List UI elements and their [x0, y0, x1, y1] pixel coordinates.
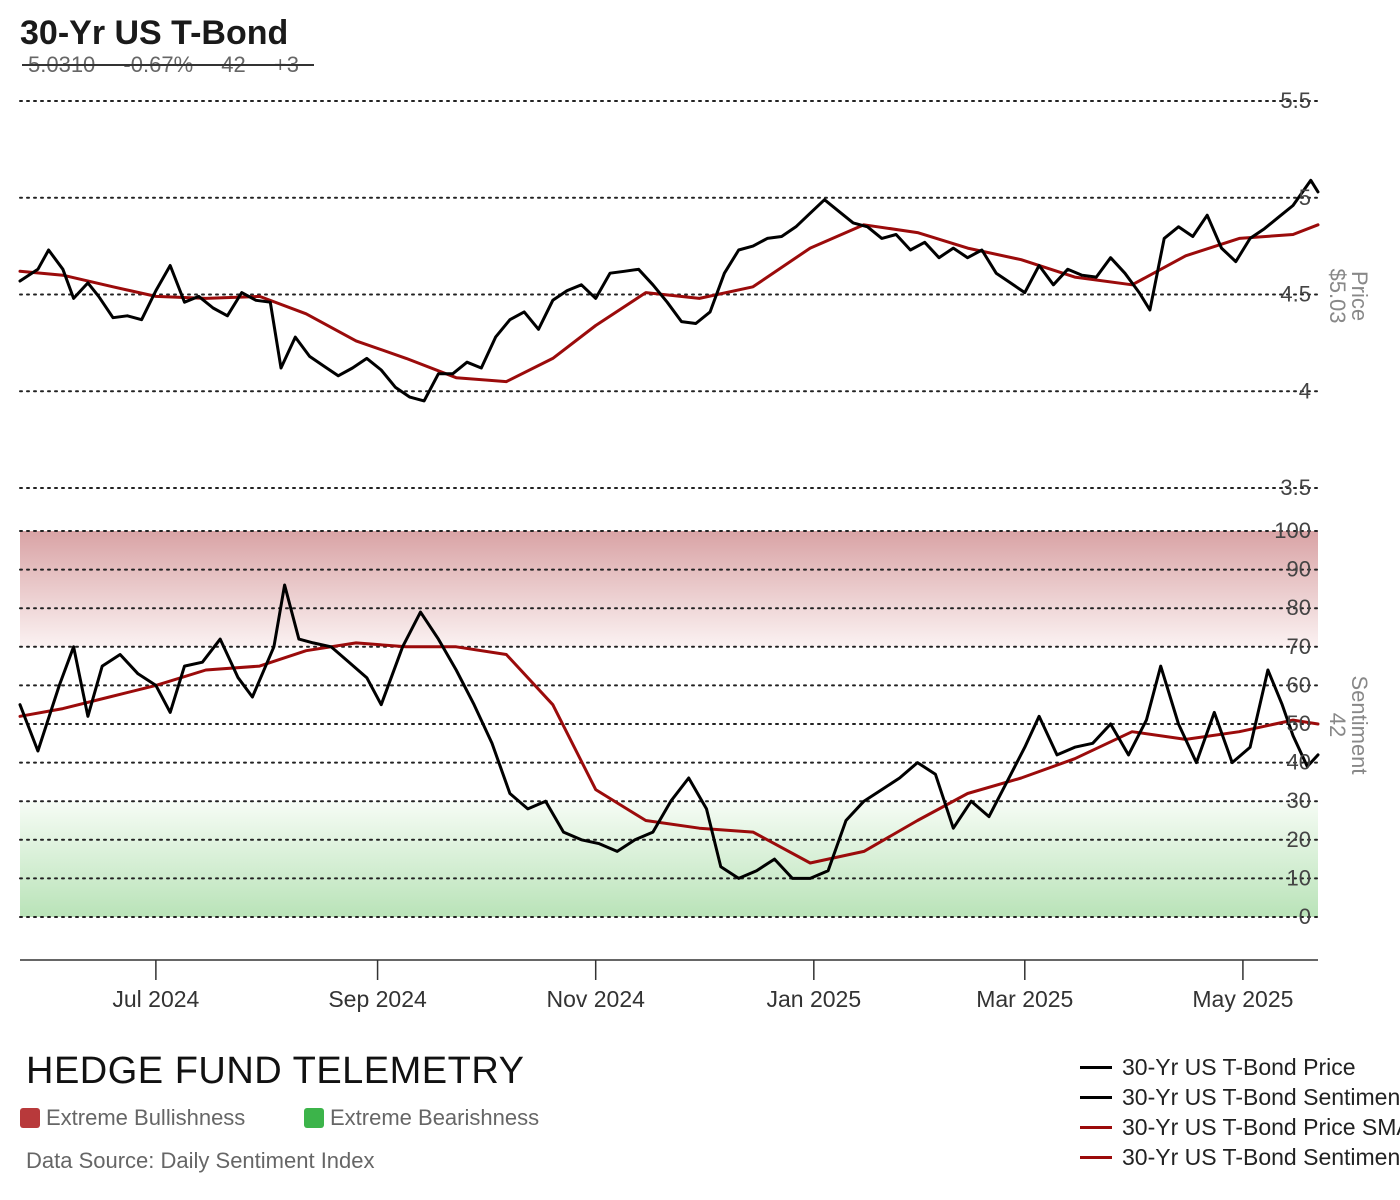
sentiment-line [18, 583, 1320, 880]
zone-legend-bullish: Extreme Bullishness [20, 1105, 245, 1131]
price-4.5-tick-label: 4.5 [1280, 282, 1311, 307]
bullish-swatch [20, 1108, 40, 1128]
extreme-bearish-zone [20, 801, 1318, 917]
legend-item-price[interactable]: 30-Yr US T-Bond Price [1080, 1052, 1400, 1082]
sentiment-100-tick-label: 100 [1274, 518, 1311, 543]
brand-name: HEDGE FUND TELEMETRY [26, 1050, 525, 1092]
sentiment-70-tick-label: 70 [1287, 634, 1311, 659]
price-4-tick-label: 4 [1299, 378, 1311, 403]
price-axis-label: Price$5.03 [1325, 268, 1372, 323]
sentiment-60-tick-label: 60 [1287, 672, 1311, 697]
legend-line-sentiment-sma [1080, 1155, 1112, 1159]
series-legend: 30-Yr US T-Bond Price 30-Yr US T-Bond Se… [1080, 1052, 1400, 1172]
sentiment-90-tick-label: 90 [1287, 557, 1311, 582]
chart-canvas: Jul 2024 Sep 2024 Nov 2024 Jan 2025 Mar 2025… [18, 88, 1372, 1012]
sentiment-axis-label-title: Sentiment [1347, 675, 1372, 774]
x-tick-label-1: Sep 2024 [328, 986, 427, 1012]
legend-label-sentiment-sma: 30-Yr US T-Bond Sentiment SMA [1122, 1143, 1400, 1170]
x-tick-label-2: Nov 2024 [546, 986, 645, 1012]
legend-line-sentiment [1080, 1095, 1112, 1099]
bearish-swatch [304, 1108, 324, 1128]
price-axis-label-value: $5.03 [1325, 268, 1350, 323]
sentiment-20-tick-label: 20 [1287, 827, 1311, 852]
price-axis-label-title: Price [1347, 271, 1372, 321]
zone-legend-bearish: Extreme Bearishness [304, 1105, 539, 1131]
price-3.5-tick-label: 3.5 [1280, 475, 1311, 500]
sentiment-50-tick-label: 50 [1287, 711, 1311, 736]
stats-strike-line [22, 64, 314, 66]
price-5-tick-label: 5 [1299, 185, 1311, 210]
x-tick-label-5: May 2025 [1192, 986, 1293, 1012]
legend-line-price [1080, 1065, 1112, 1069]
price-5.5-tick-label: 5.5 [1280, 88, 1311, 113]
sentiment-10-tick-label: 10 [1287, 865, 1311, 890]
bearish-label: Extreme Bearishness [330, 1105, 540, 1130]
sentiment-axis-label-value: 42 [1325, 713, 1350, 737]
sentiment-40-tick-label: 40 [1287, 750, 1311, 775]
legend-line-price-sma [1080, 1125, 1112, 1129]
price-sma-line [18, 223, 1320, 384]
price-line [18, 178, 1320, 403]
legend-item-sentiment[interactable]: 30-Yr US T-Bond Sentiment [1080, 1082, 1400, 1112]
legend-label-price-sma: 30-Yr US T-Bond Price SMA [1122, 1113, 1400, 1140]
sentiment-30-tick-label: 30 [1287, 788, 1311, 813]
sentiment-sma-line [18, 641, 1320, 865]
sentiment-80-tick-label: 80 [1287, 595, 1311, 620]
x-tick-label-4: Mar 2025 [976, 986, 1073, 1012]
bullish-label: Extreme Bullishness [46, 1105, 246, 1130]
legend-item-sentiment-sma[interactable]: 30-Yr US T-Bond Sentiment SMA [1080, 1142, 1400, 1172]
data-source: Data Source: Daily Sentiment Index [26, 1148, 375, 1173]
x-tick-label-3: Jan 2025 [766, 986, 861, 1012]
legend-label-price: 30-Yr US T-Bond Price [1122, 1053, 1356, 1080]
sentiment-0-tick-label: 0 [1299, 904, 1311, 929]
legend-item-price-sma[interactable]: 30-Yr US T-Bond Price SMA [1080, 1112, 1400, 1142]
x-tick-label-0: Jul 2024 [112, 986, 199, 1012]
extreme-bullish-zone [20, 531, 1318, 647]
legend-label-sentiment: 30-Yr US T-Bond Sentiment [1122, 1083, 1400, 1110]
chart-title: 30-Yr US T-Bond [20, 14, 289, 52]
